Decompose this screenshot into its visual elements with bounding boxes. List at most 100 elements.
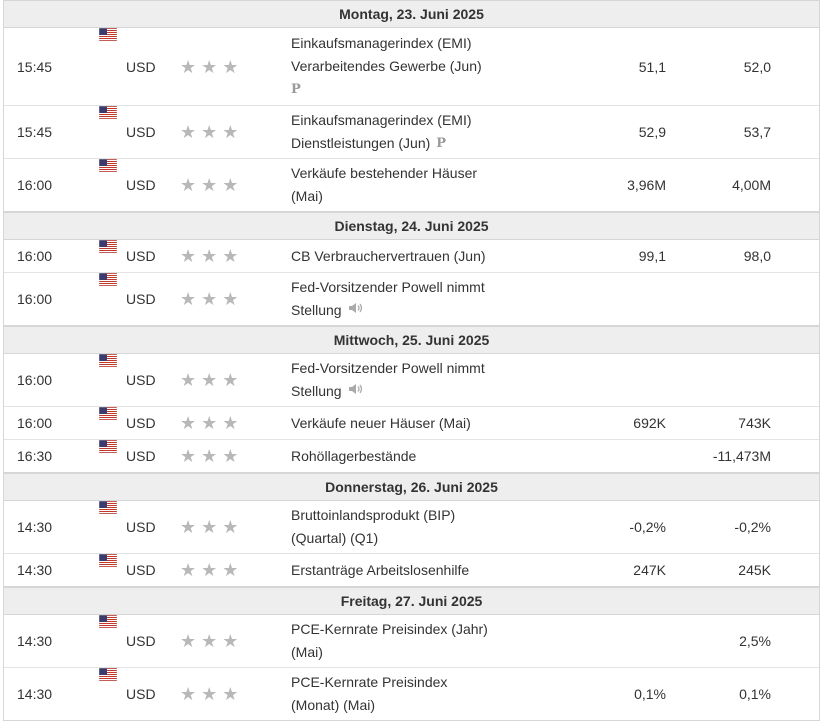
star-icon: ★ — [201, 413, 218, 433]
event-row[interactable]: 16:00 USD ★ ★ ★ Verkäufe neuer Häuser (Mai… — [4, 407, 819, 440]
previous-value: 692K — [633, 415, 666, 431]
star-icon: ★ — [180, 289, 197, 309]
event-row[interactable]: 16:00 USD ★ ★ ★ Fed-Vorsitzender Powell ni… — [4, 273, 819, 326]
event-title-line: (Quartal) (Q1) — [291, 530, 379, 546]
event-title-line: Verkäufe bestehender Häuser — [291, 165, 478, 181]
event-currency: USD — [126, 633, 156, 649]
star-icon: ★ — [201, 684, 218, 704]
event-title-line: PCE-Kernrate Preisindex (Jahr) — [291, 621, 488, 637]
event-title-line: Fed-Vorsitzender Powell nimmt — [291, 278, 485, 295]
star-icon: ★ — [201, 175, 218, 195]
forecast-value: -11,473M — [712, 448, 771, 464]
event-currency: USD — [126, 686, 156, 702]
event-title-line: Dienstleistungen (Jun) — [291, 134, 431, 151]
event-title-line: CB Verbrauchervertrauen (Jun) — [291, 247, 486, 264]
event-currency: USD — [126, 372, 156, 388]
star-icon: ★ — [180, 446, 197, 466]
event-title[interactable]: Fed-Vorsitzender Powell nimmt Stellung — [291, 273, 521, 325]
star-icon: ★ — [180, 122, 197, 142]
star-icon: ★ — [222, 446, 239, 466]
importance-stars: ★ ★ ★ — [180, 240, 238, 272]
event-title-line: Verarbeitendes Gewerbe (Jun) — [291, 57, 482, 74]
event-currency: USD — [126, 58, 156, 75]
event-row[interactable]: 16:00 USD ★ ★ ★ Fed-Vorsitzender Powell ni… — [4, 354, 819, 407]
star-icon: ★ — [180, 517, 197, 537]
previous-value: -0,2% — [629, 519, 666, 535]
previous-value: 51,1 — [638, 58, 666, 75]
event-currency: USD — [126, 448, 156, 464]
us-flag-icon — [99, 240, 117, 253]
star-icon: ★ — [201, 246, 218, 266]
event-currency: USD — [126, 562, 156, 578]
importance-stars: ★ ★ ★ — [180, 106, 238, 158]
event-row[interactable]: 16:30 USD ★ ★ ★ Rohöllagerbestände -11,473… — [4, 440, 819, 473]
day-header: Montag, 23. Juni 2025 — [4, 0, 819, 28]
event-time: 16:00 — [17, 372, 53, 388]
event-row[interactable]: 14:30 USD ★ ★ ★ Erstanträge Arbeitslosenhi… — [4, 554, 819, 587]
event-title-line: Einkaufsmanagerindex (EMI) — [291, 111, 472, 128]
event-row[interactable]: 15:45 USD ★ ★ ★ Einkaufsmanagerindex (EMI)… — [4, 106, 819, 159]
event-title-line: Stellung — [291, 382, 342, 399]
star-icon: ★ — [180, 413, 197, 433]
star-icon: ★ — [180, 684, 197, 704]
event-title[interactable]: Bruttoinlandsprodukt (BIP) (Quartal) (Q1… — [291, 501, 521, 553]
star-icon: ★ — [222, 175, 239, 195]
event-currency: USD — [126, 177, 156, 193]
previous-value: 52,9 — [638, 124, 666, 140]
event-title-line: (Monat) (Mai) — [291, 697, 376, 713]
event-title[interactable]: Einkaufsmanagerindex (EMI) Verarbeitende… — [291, 28, 521, 105]
event-time: 15:45 — [17, 58, 53, 75]
us-flag-icon — [99, 354, 117, 367]
event-title[interactable]: Verkäufe bestehender Häuser (Mai) — [291, 159, 521, 211]
event-title[interactable]: Verkäufe neuer Häuser (Mai) — [291, 407, 521, 439]
event-title[interactable]: PCE-Kernrate Preisindex (Monat) (Mai) — [291, 668, 521, 720]
star-icon: ★ — [222, 560, 239, 580]
forecast-value: 245K — [738, 562, 771, 578]
previous-value: 247K — [633, 562, 666, 578]
event-title-line: Bruttoinlandsprodukt (BIP) — [291, 507, 456, 523]
event-title[interactable]: CB Verbrauchervertrauen (Jun) — [291, 240, 521, 272]
previous-value: 3,96M — [627, 177, 666, 193]
event-currency: USD — [126, 415, 156, 431]
event-title[interactable]: Erstanträge Arbeitslosenhilfe — [291, 554, 521, 586]
day-header: Dienstag, 24. Juni 2025 — [4, 212, 819, 240]
event-title[interactable]: Fed-Vorsitzender Powell nimmt Stellung — [291, 354, 521, 406]
star-icon: ★ — [180, 175, 197, 195]
event-title[interactable]: Rohöllagerbestände — [291, 440, 521, 472]
event-time: 15:45 — [17, 124, 53, 140]
importance-stars: ★ ★ ★ — [180, 554, 238, 586]
event-row[interactable]: 16:00 USD ★ ★ ★ CB Verbrauchervertrauen (J… — [4, 240, 819, 273]
us-flag-icon — [99, 668, 117, 681]
star-icon: ★ — [201, 56, 218, 77]
us-flag-icon — [99, 159, 117, 172]
us-flag-icon — [99, 501, 117, 514]
day-header: Mittwoch, 25. Juni 2025 — [4, 326, 819, 354]
star-icon: ★ — [222, 631, 239, 651]
forecast-value: 2,5% — [739, 633, 771, 649]
us-flag-icon — [99, 106, 117, 119]
forecast-value: 52,0 — [743, 58, 771, 75]
event-row[interactable]: 14:30 USD ★ ★ ★ PCE-Kernrate Preisindex (J… — [4, 615, 819, 668]
day-header: Freitag, 27. Juni 2025 — [4, 587, 819, 615]
event-time: 14:30 — [17, 562, 53, 578]
event-title[interactable]: PCE-Kernrate Preisindex (Jahr) (Mai) — [291, 615, 521, 667]
star-icon: ★ — [222, 370, 239, 390]
event-time: 14:30 — [17, 633, 53, 649]
event-time: 16:00 — [17, 415, 53, 431]
star-icon: ★ — [180, 246, 197, 266]
event-time: 16:00 — [17, 248, 53, 264]
event-row[interactable]: 16:00 USD ★ ★ ★ Verkäufe bestehender Häuse… — [4, 159, 819, 212]
event-title-line: PCE-Kernrate Preisindex — [291, 674, 448, 690]
importance-stars: ★ ★ ★ — [180, 273, 238, 325]
event-row[interactable]: 15:45 USD ★ ★ ★ Einkaufsmanagerindex (EMI)… — [4, 28, 819, 106]
importance-stars: ★ ★ ★ — [180, 28, 238, 105]
event-row[interactable]: 14:30 USD ★ ★ ★ PCE-Kernrate Preisindex (M… — [4, 668, 819, 721]
event-title-line: Einkaufsmanagerindex (EMI) — [291, 34, 472, 51]
star-icon: ★ — [222, 684, 239, 704]
event-title[interactable]: Einkaufsmanagerindex (EMI) Dienstleistun… — [291, 106, 521, 158]
forecast-value: 53,7 — [743, 124, 771, 140]
star-icon: ★ — [180, 631, 197, 651]
event-row[interactable]: 14:30 USD ★ ★ ★ Bruttoinlandsprodukt (BIP)… — [4, 501, 819, 554]
star-icon: ★ — [222, 246, 239, 266]
importance-stars: ★ ★ ★ — [180, 407, 238, 439]
